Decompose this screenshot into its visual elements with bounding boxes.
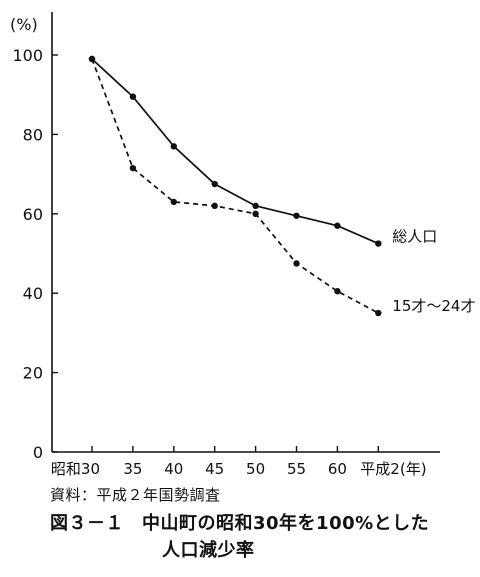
- data-point: [293, 212, 300, 219]
- x-tick-label: 35: [123, 460, 142, 478]
- source-note: 資料：平成２年国勢調査: [50, 486, 221, 504]
- data-point: [293, 260, 300, 267]
- data-point: [129, 164, 137, 172]
- x-tick-label: 45: [205, 460, 224, 478]
- y-tick-label: 60: [23, 205, 43, 224]
- data-point: [170, 198, 177, 206]
- y-tick-label: 40: [23, 284, 43, 303]
- y-tick-label: 20: [23, 364, 43, 383]
- x-tick-label: 平成2(年): [360, 460, 426, 478]
- x-tick-label: 昭和30: [51, 460, 100, 478]
- data-point: [88, 55, 96, 63]
- figure-caption: 図３－１ 中山町の昭和30年を100%とした 人口減少率: [50, 510, 429, 564]
- y-axis-label: (%): [10, 15, 38, 34]
- data-point: [129, 93, 137, 100]
- data-point: [375, 309, 382, 317]
- data-point: [334, 222, 341, 229]
- series-label-1: 15才～24才: [392, 297, 475, 315]
- x-tick-label: 40: [164, 460, 183, 478]
- x-tick-label: 55: [287, 460, 306, 478]
- caption-line-2: 人口減少率: [162, 540, 255, 561]
- data-point: [334, 288, 341, 295]
- data-point: [375, 240, 382, 247]
- y-tick-label: 100: [12, 46, 43, 65]
- data-point: [211, 202, 218, 210]
- data-point: [252, 210, 259, 217]
- series-label-0: 総人口: [392, 228, 437, 246]
- series-line-0: [91, 58, 379, 245]
- figure-number: 図３－１: [50, 513, 124, 534]
- x-tick-label: 50: [246, 460, 265, 478]
- y-tick-label: 80: [23, 125, 43, 144]
- caption-line-1: 中山町の昭和30年を100%とした: [142, 513, 430, 534]
- data-point: [170, 143, 177, 150]
- data-point: [252, 202, 259, 210]
- x-tick-label: 60: [328, 460, 347, 478]
- data-point: [211, 180, 218, 188]
- y-tick-label: 0: [33, 443, 43, 462]
